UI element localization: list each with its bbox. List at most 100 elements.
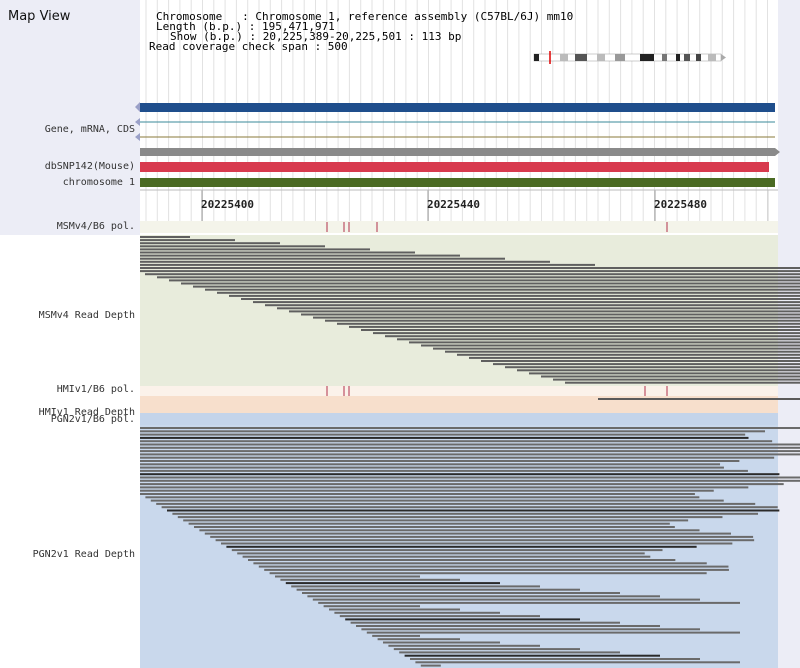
grey-track-bar[interactable] — [140, 148, 775, 156]
label-panel-white — [0, 235, 140, 668]
pgn-reads[interactable] — [140, 427, 800, 667]
read — [312, 598, 700, 601]
read — [410, 658, 700, 660]
read — [140, 267, 800, 269]
read — [383, 641, 500, 644]
read — [140, 473, 780, 476]
read — [150, 499, 724, 502]
read — [325, 319, 800, 322]
ideogram-tip — [721, 54, 726, 61]
read — [258, 565, 729, 568]
read — [140, 463, 721, 466]
read — [140, 239, 235, 242]
read — [140, 453, 800, 456]
read — [140, 466, 724, 469]
track-label-pgn-depth: PGN2v1 Read Depth — [32, 549, 135, 560]
read — [565, 381, 800, 384]
cds-track-arrow — [135, 133, 140, 141]
read — [264, 568, 729, 571]
read — [199, 529, 700, 532]
read — [481, 360, 800, 362]
read — [289, 310, 800, 313]
read — [517, 369, 800, 372]
read — [553, 378, 800, 381]
gene-track-bar[interactable] — [140, 103, 775, 112]
read — [404, 654, 660, 657]
track-label-pgn-pol: PGN2v1/B6 pol. — [50, 414, 135, 425]
read — [296, 588, 580, 591]
read — [372, 634, 420, 637]
read — [329, 608, 460, 611]
page-title: Map View — [8, 9, 71, 24]
ideogram-band — [708, 54, 716, 61]
read — [275, 575, 420, 578]
read — [373, 332, 800, 335]
read — [231, 549, 663, 552]
msm-pol-band — [140, 221, 778, 233]
read — [318, 601, 740, 604]
read — [140, 493, 695, 495]
msm-reads[interactable] — [140, 236, 800, 384]
read — [140, 456, 775, 459]
read — [237, 552, 645, 555]
read — [221, 542, 733, 545]
ideogram-band — [696, 54, 701, 61]
read — [156, 502, 756, 505]
show-range-info: Show (b.p.) : 20,225,389-20,225,501 : 11… — [170, 30, 462, 43]
read — [366, 631, 740, 634]
read — [248, 559, 676, 561]
chromosome-track-bar[interactable] — [140, 178, 775, 187]
read — [140, 430, 766, 433]
read — [140, 427, 800, 429]
track-label-gene: Gene, mRNA, CDS — [44, 124, 135, 135]
read — [145, 273, 800, 276]
track-label-msm-pol: MSMv4/B6 pol. — [56, 221, 135, 232]
hmi-pol-band — [140, 386, 778, 396]
length-info: Length (b.p.) : 195,471,971 — [156, 20, 335, 33]
ruler-tick-label: 20225400 — [201, 198, 254, 211]
hmi-depth-band — [140, 396, 778, 413]
ruler-tick-label: 20225440 — [427, 198, 480, 211]
read — [140, 433, 746, 436]
read — [140, 489, 714, 492]
read — [469, 356, 800, 359]
read — [350, 621, 620, 624]
read — [140, 236, 190, 238]
read — [399, 651, 620, 654]
read — [291, 585, 540, 588]
read — [377, 638, 460, 641]
read — [140, 248, 370, 251]
read — [420, 664, 441, 667]
read — [215, 539, 755, 542]
read — [140, 476, 800, 479]
read — [361, 329, 800, 331]
read — [265, 304, 800, 307]
read — [161, 506, 778, 509]
read — [157, 276, 800, 279]
ideogram-band — [662, 54, 667, 61]
ideogram-band — [560, 54, 568, 61]
read — [301, 313, 800, 316]
track-label-dbsnp: dbSNP142(Mouse) — [44, 161, 135, 172]
read — [253, 301, 800, 304]
read — [421, 344, 800, 347]
read — [229, 294, 800, 297]
ruler-tick-label: 20225480 — [654, 198, 707, 211]
coverage-span-info: Read coverage check span : 500 — [149, 40, 348, 53]
read — [457, 353, 800, 356]
dbsnp-track-bar[interactable] — [140, 162, 769, 172]
read — [140, 486, 749, 489]
read — [140, 257, 505, 260]
read — [188, 522, 670, 525]
read — [140, 440, 773, 443]
read — [167, 509, 780, 512]
chromosome-info: Chromosome : Chromosome 1, reference ass… — [156, 10, 574, 23]
track-label-msm-depth: MSMv4 Read Depth — [38, 310, 135, 321]
read — [140, 245, 325, 248]
read — [361, 628, 700, 631]
read — [445, 350, 800, 353]
chromosome-ideogram[interactable] — [533, 51, 726, 64]
grey-track-arrow — [775, 148, 780, 156]
track-label-hmi-depth: HMIv1 Read Depth — [38, 407, 135, 418]
